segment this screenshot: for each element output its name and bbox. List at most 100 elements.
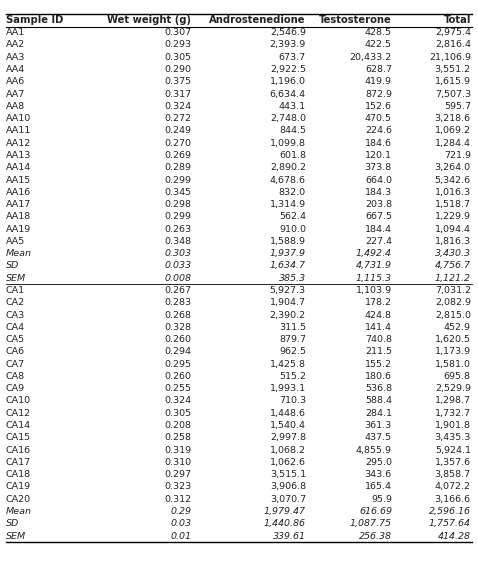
Text: 1,732.7: 1,732.7	[435, 409, 471, 418]
Text: 0.294: 0.294	[164, 347, 191, 356]
Text: 0.290: 0.290	[164, 65, 191, 74]
Text: 256.38: 256.38	[359, 532, 392, 541]
Text: 339.61: 339.61	[273, 532, 306, 541]
Text: 4,731.9: 4,731.9	[356, 262, 392, 271]
Text: 0.297: 0.297	[164, 470, 191, 479]
Text: 0.033: 0.033	[164, 262, 191, 271]
Text: 2,390.2: 2,390.2	[270, 311, 306, 320]
Text: 515.2: 515.2	[279, 372, 306, 381]
Text: CA20: CA20	[6, 494, 31, 504]
Text: 184.6: 184.6	[365, 139, 392, 148]
Text: AA1: AA1	[6, 28, 25, 37]
Text: 673.7: 673.7	[279, 53, 306, 62]
Text: 3,264.0: 3,264.0	[435, 163, 471, 172]
Text: CA4: CA4	[6, 323, 25, 332]
Text: 4,678.6: 4,678.6	[270, 175, 306, 184]
Text: 0.270: 0.270	[164, 139, 191, 148]
Text: 910.0: 910.0	[279, 224, 306, 234]
Text: 1,904.7: 1,904.7	[270, 298, 306, 307]
Text: 1,979.47: 1,979.47	[264, 507, 306, 516]
Text: 2,596.16: 2,596.16	[429, 507, 471, 516]
Text: 0.01: 0.01	[170, 532, 191, 541]
Text: 385.3: 385.3	[279, 274, 306, 283]
Text: 1,016.3: 1,016.3	[435, 188, 471, 197]
Text: 1,634.7: 1,634.7	[270, 262, 306, 271]
Text: 1,314.9: 1,314.9	[270, 200, 306, 209]
Text: 0.324: 0.324	[164, 396, 191, 405]
Text: Total: Total	[444, 15, 471, 26]
Text: 1,284.4: 1,284.4	[435, 139, 471, 148]
Text: 601.8: 601.8	[279, 151, 306, 160]
Text: AA4: AA4	[6, 65, 25, 74]
Text: 879.7: 879.7	[279, 335, 306, 344]
Text: 211.5: 211.5	[365, 347, 392, 356]
Text: AA14: AA14	[6, 163, 31, 172]
Text: 184.3: 184.3	[365, 188, 392, 197]
Text: AA13: AA13	[6, 151, 31, 160]
Text: 2,546.9: 2,546.9	[270, 28, 306, 37]
Text: 284.1: 284.1	[365, 409, 392, 418]
Text: CA18: CA18	[6, 470, 31, 479]
Text: 721.9: 721.9	[444, 151, 471, 160]
Text: 0.375: 0.375	[164, 77, 191, 86]
Text: 295.0: 295.0	[365, 458, 392, 467]
Text: CA1: CA1	[6, 286, 25, 295]
Text: 0.345: 0.345	[164, 188, 191, 197]
Text: 0.305: 0.305	[164, 409, 191, 418]
Text: 2,393.9: 2,393.9	[270, 41, 306, 50]
Text: 0.260: 0.260	[164, 372, 191, 381]
Text: 3,515.1: 3,515.1	[270, 470, 306, 479]
Text: CA14: CA14	[6, 421, 31, 430]
Text: 414.28: 414.28	[438, 532, 471, 541]
Text: 1,615.9: 1,615.9	[435, 77, 471, 86]
Text: 95.9: 95.9	[371, 494, 392, 504]
Text: 0.269: 0.269	[164, 151, 191, 160]
Text: AA6: AA6	[6, 77, 25, 86]
Text: 5,342.6: 5,342.6	[435, 175, 471, 184]
Text: 1,068.2: 1,068.2	[270, 445, 306, 455]
Text: 5,924.1: 5,924.1	[435, 445, 471, 455]
Text: 2,529.9: 2,529.9	[435, 384, 471, 393]
Text: 7,507.3: 7,507.3	[435, 90, 471, 99]
Text: 1,357.6: 1,357.6	[435, 458, 471, 467]
Text: 0.260: 0.260	[164, 335, 191, 344]
Text: 0.312: 0.312	[164, 494, 191, 504]
Text: 0.310: 0.310	[164, 458, 191, 467]
Text: 4,072.2: 4,072.2	[435, 482, 471, 492]
Text: Sample ID: Sample ID	[6, 15, 63, 26]
Text: 0.249: 0.249	[164, 126, 191, 135]
Text: 2,815.0: 2,815.0	[435, 311, 471, 320]
Text: 373.8: 373.8	[365, 163, 392, 172]
Text: 3,551.2: 3,551.2	[435, 65, 471, 74]
Text: CA15: CA15	[6, 433, 31, 443]
Text: 0.289: 0.289	[164, 163, 191, 172]
Text: 0.295: 0.295	[164, 360, 191, 369]
Text: 872.9: 872.9	[365, 90, 392, 99]
Text: 155.2: 155.2	[365, 360, 392, 369]
Text: 428.5: 428.5	[365, 28, 392, 37]
Text: Mean: Mean	[6, 249, 32, 258]
Text: 1,901.8: 1,901.8	[435, 421, 471, 430]
Text: 664.0: 664.0	[365, 175, 392, 184]
Text: CA7: CA7	[6, 360, 25, 369]
Text: 1,099.8: 1,099.8	[270, 139, 306, 148]
Text: 628.7: 628.7	[365, 65, 392, 74]
Text: CA9: CA9	[6, 384, 25, 393]
Text: CA10: CA10	[6, 396, 31, 405]
Text: SEM: SEM	[6, 532, 26, 541]
Text: 4,855.9: 4,855.9	[356, 445, 392, 455]
Text: 2,748.0: 2,748.0	[270, 114, 306, 123]
Text: 962.5: 962.5	[279, 347, 306, 356]
Text: 1,581.0: 1,581.0	[435, 360, 471, 369]
Text: 2,975.4: 2,975.4	[435, 28, 471, 37]
Text: CA8: CA8	[6, 372, 25, 381]
Text: 2,082.9: 2,082.9	[435, 298, 471, 307]
Text: 1,069.2: 1,069.2	[435, 126, 471, 135]
Text: AA3: AA3	[6, 53, 25, 62]
Text: 437.5: 437.5	[365, 433, 392, 443]
Text: 3,430.3: 3,430.3	[435, 249, 471, 258]
Text: 0.29: 0.29	[170, 507, 191, 516]
Text: 0.307: 0.307	[164, 28, 191, 37]
Text: AA8: AA8	[6, 102, 25, 111]
Text: 0.317: 0.317	[164, 90, 191, 99]
